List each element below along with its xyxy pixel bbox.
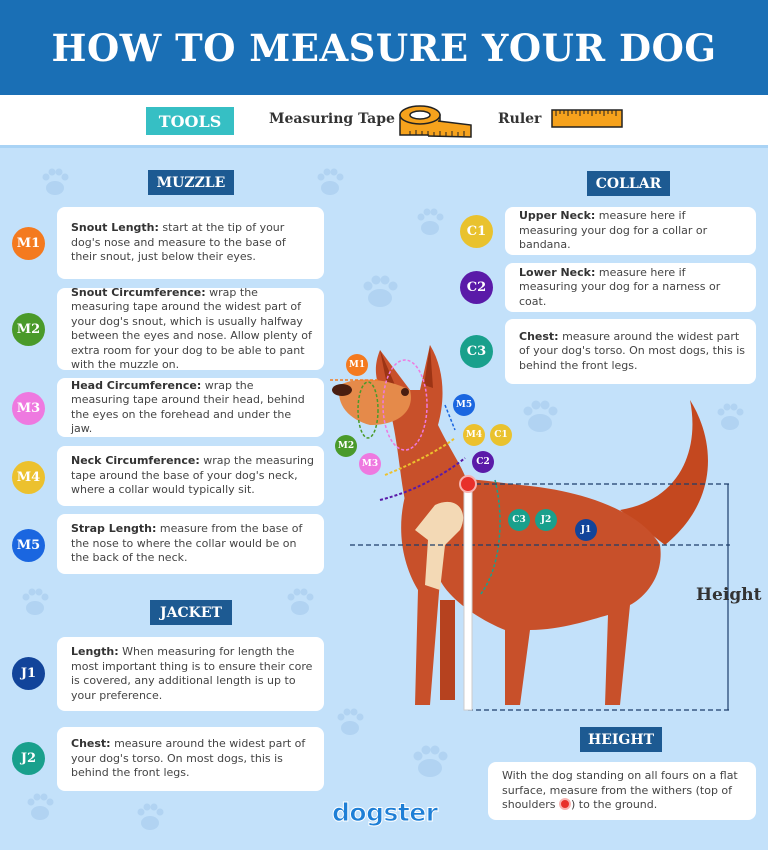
m1-term: Snout Length:: [71, 221, 159, 235]
marker-m2: M2: [335, 435, 357, 457]
m3-term: Head Circumference:: [71, 378, 202, 392]
c2-term: Lower Neck:: [519, 265, 596, 279]
m3-badge: M3: [12, 392, 45, 425]
dogster-logo: dogster: [332, 798, 439, 828]
ruler-icon: [551, 109, 623, 128]
height-card: With the dog standing on all fours on a …: [488, 762, 756, 820]
measuring-tape-label: Measuring Tape: [269, 111, 395, 127]
height-text-end: ) to the ground.: [570, 798, 658, 812]
c2-badge: C2: [460, 271, 493, 304]
c1-text: measure here if measuring your dog for a…: [519, 209, 708, 252]
m4-card: Neck Circumference: wrap the measuring t…: [57, 446, 324, 506]
c3-badge: C3: [460, 335, 493, 368]
c2-text: measure here if measuring your dog for a…: [519, 265, 721, 308]
marker-c2: C2: [472, 451, 494, 473]
m5-text: measure from the base of the nose to whe…: [71, 522, 303, 565]
m4-badge: M4: [12, 461, 45, 494]
c1-card: Upper Neck: measure here if measuring yo…: [505, 207, 756, 255]
muzzle-heading: MUZZLE: [148, 170, 234, 195]
tools-badge: TOOLS: [146, 107, 234, 135]
j1-term: Length:: [71, 645, 119, 658]
m5-term: Strap Length:: [71, 522, 157, 536]
c1-term: Upper Neck:: [519, 209, 596, 223]
c2-card: Lower Neck: measure here if measuring yo…: [505, 263, 756, 312]
marker-c1: C1: [490, 424, 512, 446]
withers-marker: [459, 475, 477, 493]
ruler-label: Ruler: [498, 111, 542, 127]
j2-card: Chest: measure around the widest part of…: [57, 727, 324, 791]
page-title: HOW TO MEASURE YOUR DOG: [51, 25, 717, 70]
marker-m3: M3: [359, 453, 381, 475]
m3-card: Head Circumference: wrap the measuring t…: [57, 378, 324, 437]
marker-c3: C3: [508, 509, 530, 531]
marker-m4: M4: [463, 424, 485, 446]
j2-text: measure around the widest part of your d…: [71, 737, 306, 780]
j1-card: Length: When measuring for length the mo…: [57, 637, 324, 711]
height-text-start: With the dog standing on all fours on a …: [502, 769, 738, 812]
m2-card: Snout Circumference: wrap the measuring …: [57, 285, 324, 372]
c3-text: measure around the widest part of your d…: [519, 329, 745, 372]
m2-text: wrap the measuring tape around the wides…: [71, 285, 312, 372]
height-heading: HEIGHT: [580, 727, 662, 752]
paw-print-background: [22, 168, 744, 830]
m4-term: Neck Circumference:: [71, 454, 200, 468]
c1-badge: C1: [460, 215, 493, 248]
j2-badge: J2: [12, 742, 45, 775]
header: HOW TO MEASURE YOUR DOG: [0, 0, 768, 95]
m2-term: Snout Circumference:: [71, 285, 206, 299]
m1-card: Snout Length: start at the tip of your d…: [57, 207, 324, 279]
jacket-heading: JACKET: [150, 600, 232, 625]
tools-bar: TOOLS Measuring Tape Ruler: [0, 95, 768, 148]
m5-badge: M5: [12, 529, 45, 562]
m3-text: wrap the measuring tape around their hea…: [71, 378, 305, 436]
marker-j2: J2: [535, 509, 557, 531]
m1-text: start at the tip of your dog's nose and …: [71, 221, 286, 264]
j1-badge: J1: [12, 657, 45, 690]
marker-j1: J1: [575, 519, 597, 541]
m5-card: Strap Length: measure from the base of t…: [57, 514, 324, 574]
m2-badge: M2: [12, 313, 45, 346]
m4-text: wrap the measuring tape around the base …: [71, 454, 315, 497]
j2-term: Chest:: [71, 737, 111, 751]
j1-text: When measuring for length the most impor…: [71, 645, 313, 702]
m1-badge: M1: [12, 227, 45, 260]
measuring-tape-icon: [399, 105, 472, 138]
c3-term: Chest:: [519, 329, 559, 343]
height-diagram-label: Height: [696, 585, 762, 605]
collar-heading: COLLAR: [587, 171, 670, 196]
c3-card: Chest: measure around the widest part of…: [505, 319, 756, 384]
withers-dot-icon: [558, 798, 571, 811]
marker-m5: M5: [453, 394, 475, 416]
marker-m1: M1: [346, 354, 368, 376]
